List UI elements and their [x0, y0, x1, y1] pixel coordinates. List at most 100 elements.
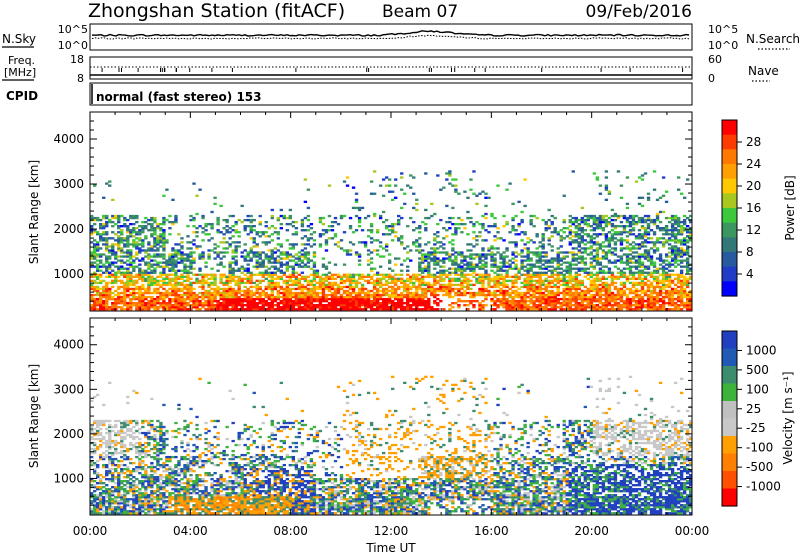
range-gate-cell [668, 229, 671, 231]
range-gate-cell [241, 300, 244, 302]
range-gate-cell [259, 282, 262, 284]
range-gate-cell [599, 217, 602, 219]
range-gate-cell [490, 247, 493, 249]
range-gate-cell [99, 274, 102, 276]
range-gate-cell [526, 253, 529, 255]
range-gate-cell [448, 172, 451, 174]
range-gate-cell [400, 302, 403, 304]
range-gate-cell [228, 227, 231, 229]
range-gate-cell [304, 294, 307, 296]
range-gate-cell [557, 253, 560, 255]
range-gate-cell [322, 300, 325, 302]
range-gate-cell [421, 302, 424, 304]
range-gate-cell [120, 225, 123, 227]
range-gate-cell [138, 290, 141, 292]
range-gate-cell [629, 288, 632, 290]
range-gate-cell [436, 308, 439, 310]
range-gate-cell [415, 294, 418, 296]
range-gate-cell [620, 296, 623, 298]
range-gate-cell [668, 284, 671, 286]
range-gate-cell [304, 251, 307, 253]
range-gate-cell [487, 290, 490, 292]
range-gate-cell [228, 266, 231, 268]
range-gate-cell [204, 229, 207, 231]
range-gate-cell [156, 223, 159, 225]
range-gate-cell [274, 266, 277, 268]
range-gate-cell [301, 255, 304, 257]
range-gate-cell [605, 215, 608, 217]
range-gate-cell [180, 270, 183, 272]
range-gate-cell [105, 282, 108, 284]
range-gate-cell [617, 298, 620, 300]
range-gate-cell [358, 304, 361, 306]
range-gate-cell [466, 304, 469, 306]
range-gate-cell [602, 221, 605, 223]
range-gate-cell [659, 300, 662, 302]
range-gate-cell [319, 308, 322, 310]
range-gate-cell [373, 304, 376, 306]
range-gate-cell [445, 286, 448, 288]
range-gate-cell [135, 276, 138, 278]
range-gate-cell [177, 253, 180, 255]
range-gate-cell [647, 294, 650, 296]
range-gate-cell [165, 241, 168, 243]
range-gate-cell [183, 253, 186, 255]
range-gate-cell [189, 264, 192, 266]
range-gate-cell [274, 296, 277, 298]
range-gate-cell [304, 247, 307, 249]
range-gate-cell [135, 282, 138, 284]
range-gate-cell [328, 229, 331, 231]
range-gate-cell [376, 272, 379, 274]
range-gate-cell [177, 300, 180, 302]
range-gate-cell [352, 282, 355, 284]
range-gate-cell [412, 304, 415, 306]
range-gate-cell [629, 270, 632, 272]
range-gate-cell [271, 253, 274, 255]
range-gate-cell [520, 294, 523, 296]
range-gate-cell [250, 304, 253, 306]
range-gate-cell [207, 302, 210, 304]
range-gate-cell [436, 280, 439, 282]
range-gate-cell [331, 300, 334, 302]
range-gate-cell [168, 292, 171, 294]
range-gate-cell [551, 296, 554, 298]
range-gate-cell [328, 298, 331, 300]
range-gate-cell [307, 294, 310, 296]
range-gate-cell [168, 298, 171, 300]
range-gate-cell [304, 266, 307, 268]
range-gate-cell [171, 288, 174, 290]
range-gate-cell [102, 217, 105, 219]
range-gate-cell [247, 282, 250, 284]
range-gate-cell [225, 247, 228, 249]
range-gate-cell [132, 304, 135, 306]
range-gate-cell [638, 270, 641, 272]
range-gate-cell [596, 233, 599, 235]
range-gate-cell [430, 306, 433, 308]
range-gate-cell [180, 304, 183, 306]
range-gate-cell [484, 290, 487, 292]
range-gate-cell [147, 261, 150, 263]
range-gate-cell [120, 282, 123, 284]
range-gate-cell [144, 292, 147, 294]
range-gate-cell [286, 306, 289, 308]
range-gate-cell [439, 274, 442, 276]
range-gate-cell [228, 282, 231, 284]
range-gate-cell [262, 292, 265, 294]
range-gate-cell [174, 253, 177, 255]
range-gate-cell [391, 302, 394, 304]
range-gate-cell [659, 308, 662, 310]
range-gate-cell [376, 296, 379, 298]
range-gate-cell [159, 280, 162, 282]
range-gate-cell [150, 264, 153, 266]
range-gate-cell [117, 270, 120, 272]
range-gate-cell [659, 237, 662, 239]
range-gate-cell [484, 255, 487, 257]
range-gate-cell [277, 298, 280, 300]
range-gate-cell [250, 298, 253, 300]
range-gate-cell [620, 290, 623, 292]
range-gate-cell [259, 235, 262, 237]
range-gate-cell [569, 294, 572, 296]
range-gate-cell [581, 219, 584, 221]
range-gate-cell [602, 245, 605, 247]
range-gate-cell [144, 288, 147, 290]
